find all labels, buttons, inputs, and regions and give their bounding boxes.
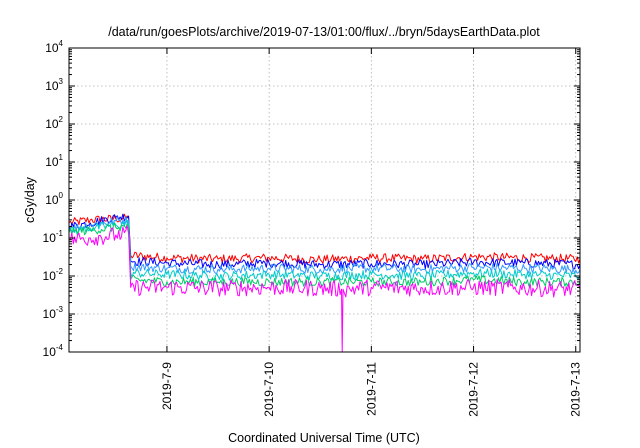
x-tick-label: 2019-7-13 xyxy=(569,362,583,417)
grid xyxy=(69,48,580,352)
y-tick-label: 100 xyxy=(45,191,63,207)
x-axis-label: Coordinated Universal Time (UTC) xyxy=(228,431,420,445)
y-tick-label: 10-3 xyxy=(43,305,64,321)
x-tick-label: 2019-7-9 xyxy=(160,362,174,410)
chart-title: /data/run/goesPlots/archive/2019-07-13/0… xyxy=(108,25,540,39)
series-line xyxy=(68,215,581,275)
x-tick-labels: 2019-7-9 2019-7-10 2019-7-11 2019-7-12 2019-… xyxy=(160,362,583,417)
y-tick-label: 101 xyxy=(45,153,63,169)
x-tick-label: 2019-7-10 xyxy=(262,362,276,417)
y-tick-label: 102 xyxy=(45,115,63,131)
y-tick-label: 10-2 xyxy=(43,267,64,283)
y-tick-label: 10-1 xyxy=(43,229,64,245)
x-tick-label: 2019-7-11 xyxy=(364,362,378,416)
series-line xyxy=(68,213,581,270)
series-line xyxy=(68,222,581,287)
series-layer xyxy=(68,213,581,353)
y-tick-labels: 10-4 10-3 10-2 10-1 100 101 102 103 104 xyxy=(43,39,64,359)
series-line xyxy=(68,219,581,281)
axis-ticks xyxy=(69,47,580,353)
series-line xyxy=(68,213,581,264)
y-tick-label: 104 xyxy=(45,39,63,55)
y-tick-label: 10-4 xyxy=(43,343,64,359)
series-line xyxy=(68,225,581,353)
y-tick-label: 103 xyxy=(45,77,63,93)
x-tick-label: 2019-7-12 xyxy=(467,362,481,417)
y-axis-label: cGy/day xyxy=(23,176,37,223)
